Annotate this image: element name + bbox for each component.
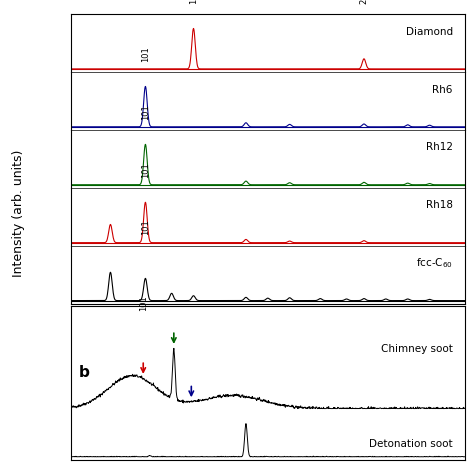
Text: Detonation soot: Detonation soot bbox=[369, 439, 453, 449]
Text: 220: 220 bbox=[359, 0, 368, 4]
Text: 101: 101 bbox=[141, 162, 150, 178]
Text: 101: 101 bbox=[141, 220, 150, 236]
Text: Rh18: Rh18 bbox=[426, 201, 453, 210]
Text: Diamond: Diamond bbox=[406, 27, 453, 36]
Text: Rh12: Rh12 bbox=[426, 143, 453, 153]
Text: 111: 111 bbox=[189, 0, 198, 4]
Text: 101: 101 bbox=[141, 104, 150, 119]
Text: Rh6: Rh6 bbox=[432, 84, 453, 94]
Text: Chimney soot: Chimney soot bbox=[381, 344, 453, 354]
Text: Intensity (arb. units): Intensity (arb. units) bbox=[12, 150, 26, 277]
Text: 101: 101 bbox=[139, 295, 148, 311]
Text: 101: 101 bbox=[141, 46, 150, 62]
Text: fcc-C$_{60}$: fcc-C$_{60}$ bbox=[416, 256, 453, 270]
Text: b: b bbox=[79, 365, 90, 380]
